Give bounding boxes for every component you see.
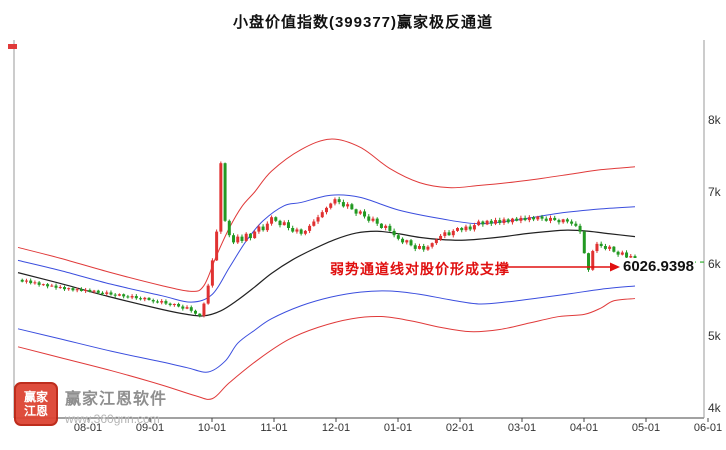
watermark-text: 赢家江恩软件 www.360gnn.com <box>65 382 167 426</box>
x-tick-label: 10-01 <box>198 422 226 434</box>
y-tick-label: 4k <box>708 401 722 415</box>
channel-line-middle-black <box>17 229 636 317</box>
y-tick-label: 6k <box>708 257 722 271</box>
candles <box>20 161 637 318</box>
last-price-label: 6026.9398 <box>622 258 695 275</box>
y-tick-label: 8k <box>708 113 722 127</box>
y-tick-label: 7k <box>708 185 722 199</box>
channel-line-upper-red <box>17 138 636 292</box>
x-tick-label: 01-01 <box>384 422 412 434</box>
seal-text-line2: 江恩 <box>23 404 48 418</box>
x-tick-label: 04-01 <box>570 422 598 434</box>
x-tick-label: 06-01 <box>694 422 722 434</box>
channel-line-lower-blue <box>17 285 636 373</box>
x-tick-label: 12-01 <box>322 422 350 434</box>
support-annotation-text: 弱势通道线对股价形成支撑 <box>330 261 510 277</box>
y-tick-label: 5k <box>708 329 722 343</box>
x-tick-label: 11-01 <box>260 422 287 434</box>
chart-title: 小盘价值指数(399377)赢家极反通道 <box>232 14 494 31</box>
seal-text-line1: 赢家 <box>23 389 48 404</box>
x-tick-label: 08-01 <box>74 422 102 434</box>
watermark-url: www.360gnn.com <box>65 412 160 426</box>
x-tick-label: 02-01 <box>446 422 474 434</box>
x-tick-label: 03-01 <box>508 422 536 434</box>
x-tick-label: 09-01 <box>136 422 164 434</box>
brand-seal-logo: 赢家 江恩 <box>14 382 58 426</box>
channel-line-lower-red <box>17 298 636 400</box>
x-tick-label: 05-01 <box>632 422 660 434</box>
watermark-brand: 赢家江恩软件 <box>65 391 168 408</box>
watermark: 赢家 江恩 赢家江恩软件 www.360gnn.com <box>14 382 167 426</box>
left-axis-marker <box>8 44 17 49</box>
support-arrow-head <box>610 262 620 272</box>
